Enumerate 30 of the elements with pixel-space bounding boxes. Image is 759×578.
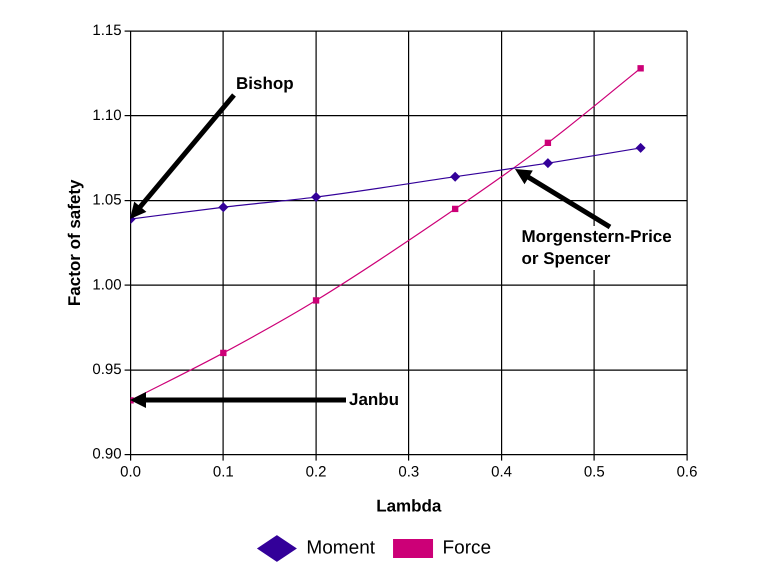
point: [218, 202, 228, 212]
x-tick-label: 0.1: [212, 464, 234, 481]
legend-label: Force: [442, 538, 492, 559]
x-tick-label: 0.4: [491, 464, 512, 481]
point: [542, 158, 553, 168]
legend-label: Moment: [306, 538, 376, 559]
annotation: Morgenstern-Price or Spencer: [520, 226, 674, 270]
point: [450, 172, 460, 182]
x-tick-label: 0.0: [120, 464, 142, 481]
y-tick-label: 1.15: [92, 22, 122, 40]
y-tick-label: 0.90: [92, 446, 122, 463]
point: [637, 65, 644, 72]
y-axis-title: Factor of safety: [64, 178, 84, 306]
x-tick-label: 0.6: [676, 464, 698, 481]
annotation: Janbu: [347, 389, 402, 411]
point: [452, 206, 458, 212]
x-axis-title: Lambda: [376, 496, 442, 516]
y-tick-label: 1.10: [92, 106, 122, 124]
x-tick-label: 0.3: [398, 464, 420, 481]
x-tick-label: 0.5: [584, 464, 605, 481]
point: [544, 140, 552, 146]
point: [636, 142, 646, 153]
y-tick-label: 1.05: [92, 192, 122, 209]
y-tick-label: 1.00: [92, 276, 122, 294]
y-tick-label: 0.95: [92, 361, 122, 378]
point: [311, 192, 322, 202]
x-tick-label: 0.2: [306, 464, 326, 481]
point: [312, 297, 320, 304]
annotation: Bishop: [234, 73, 296, 95]
point: [220, 350, 227, 356]
